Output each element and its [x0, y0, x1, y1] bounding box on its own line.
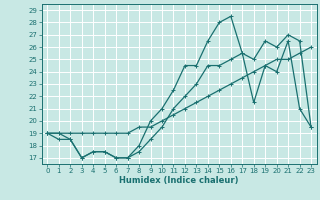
X-axis label: Humidex (Indice chaleur): Humidex (Indice chaleur)	[119, 176, 239, 185]
